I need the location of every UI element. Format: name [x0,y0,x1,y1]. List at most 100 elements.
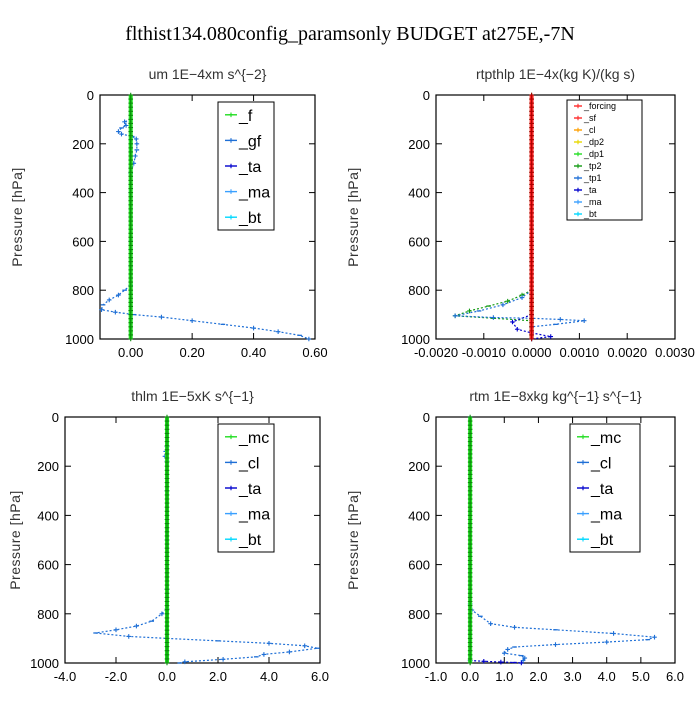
x-tick-label: 6.0 [666,669,684,684]
legend-label: _cl [238,455,259,472]
series [93,445,320,665]
data-point [529,235,534,240]
data-point [128,218,134,224]
data-point [128,117,134,122]
data-point [529,230,534,236]
legend-label: _bt [590,532,614,549]
data-point [467,640,473,645]
data-point [529,263,534,269]
y-tick-label: 400 [37,508,59,523]
y-tick-label: 800 [408,283,430,298]
data-point [491,315,496,320]
data-point [467,439,473,444]
data-point [133,136,139,142]
data-point [164,652,170,658]
data-point [529,291,534,297]
data-point [164,636,170,641]
data-point [128,210,134,216]
x-tick-label: 0.0 [158,669,176,684]
data-point [529,214,534,220]
data-point [287,649,292,655]
data-point [512,625,517,630]
legend-box [566,99,643,221]
data-point [467,586,473,592]
data-point [164,640,170,645]
data-point [164,644,170,649]
legend-marker [228,511,234,516]
y-tick-label: 200 [408,459,430,474]
series [164,414,170,666]
data-point [500,302,506,308]
data-point [548,334,554,339]
series-line [454,289,585,328]
data-point [164,574,170,580]
legend-marker [228,536,234,542]
data-point [164,582,170,588]
data-point [467,525,473,530]
data-point [128,113,134,118]
data-point [164,435,170,440]
y-tick-label: 1000 [65,332,94,347]
y-tick-label: 600 [72,234,94,249]
data-point [529,210,534,216]
data-point [128,320,134,326]
data-point [128,304,134,309]
data-point [529,104,534,110]
data-point [529,137,534,143]
legend-label: _ta [238,481,261,498]
data-point [529,324,534,330]
data-point [529,222,534,228]
data-point [467,562,473,567]
data-point [128,316,134,321]
data-point [652,634,657,640]
data-point [557,317,563,322]
legend-label: _mc [238,430,269,447]
data-point [553,642,558,647]
y-tick-label: 800 [37,607,59,622]
data-point [164,632,170,637]
data-point [467,533,473,539]
data-point [128,291,134,297]
y-tick-label: 0 [87,88,94,103]
data-point [220,657,226,662]
plot-frame [64,416,321,664]
data-point [164,521,170,526]
legend-marker [575,115,581,121]
data-point [529,206,534,212]
data-point [128,186,134,191]
data-point [529,178,534,183]
legend-marker [575,211,581,217]
data-point [128,157,134,163]
x-tick-label: 3.0 [564,669,582,684]
y-tick-label: 600 [37,558,59,573]
data-point [467,443,473,448]
data-point [164,439,170,444]
data-point [529,174,534,179]
data-point [164,463,170,469]
data-point [467,578,473,584]
data-point [128,222,134,228]
data-point [128,251,134,256]
x-tick-label: 0.0 [461,669,479,684]
plot-frame [99,94,316,340]
x-tick-label: 1.0 [495,669,513,684]
data-point [164,517,170,522]
data-point [529,255,534,260]
data-point [529,247,534,252]
legend-marker [575,151,581,157]
data-point [467,648,473,653]
data-point [128,230,134,236]
data-point [128,149,134,155]
legend-label: _ma [590,507,622,524]
data-point [467,660,473,666]
data-point [467,623,473,629]
data-point [467,611,473,617]
data-point [99,307,104,313]
panel-title: thlm 1E−5xK s^{−1} [131,388,254,404]
data-point [467,496,473,502]
data-point [164,476,170,481]
data-point [164,525,170,530]
data-point [128,133,134,138]
data-point [467,529,473,535]
data-point [251,325,256,331]
